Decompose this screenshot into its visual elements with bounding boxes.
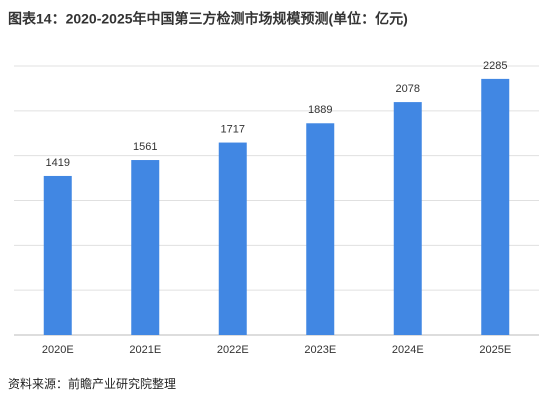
source-note: 资料来源：前瞻产业研究院整理 [8, 376, 176, 391]
bar [131, 160, 160, 335]
value-label: 2285 [483, 60, 507, 72]
x-tick-label: 2021E [129, 344, 161, 356]
x-tick-label: 2020E [42, 344, 74, 356]
bar [481, 78, 510, 335]
bar [393, 102, 422, 335]
bar [218, 142, 247, 335]
bar [43, 175, 72, 335]
value-label: 2078 [396, 83, 420, 95]
value-label: 1717 [221, 123, 245, 135]
x-tick-label: 2024E [392, 344, 424, 356]
x-tick-label: 2025E [479, 344, 511, 356]
value-label: 1889 [308, 104, 332, 116]
chart-title: 图表14：2020-2025年中国第三方检测市场规模预测(单位：亿元) [8, 11, 408, 27]
x-tick-label: 2022E [217, 344, 249, 356]
value-label: 1561 [133, 141, 157, 153]
value-label: 1419 [46, 157, 70, 169]
bar [306, 123, 335, 335]
x-tick-label: 2023E [304, 344, 336, 356]
